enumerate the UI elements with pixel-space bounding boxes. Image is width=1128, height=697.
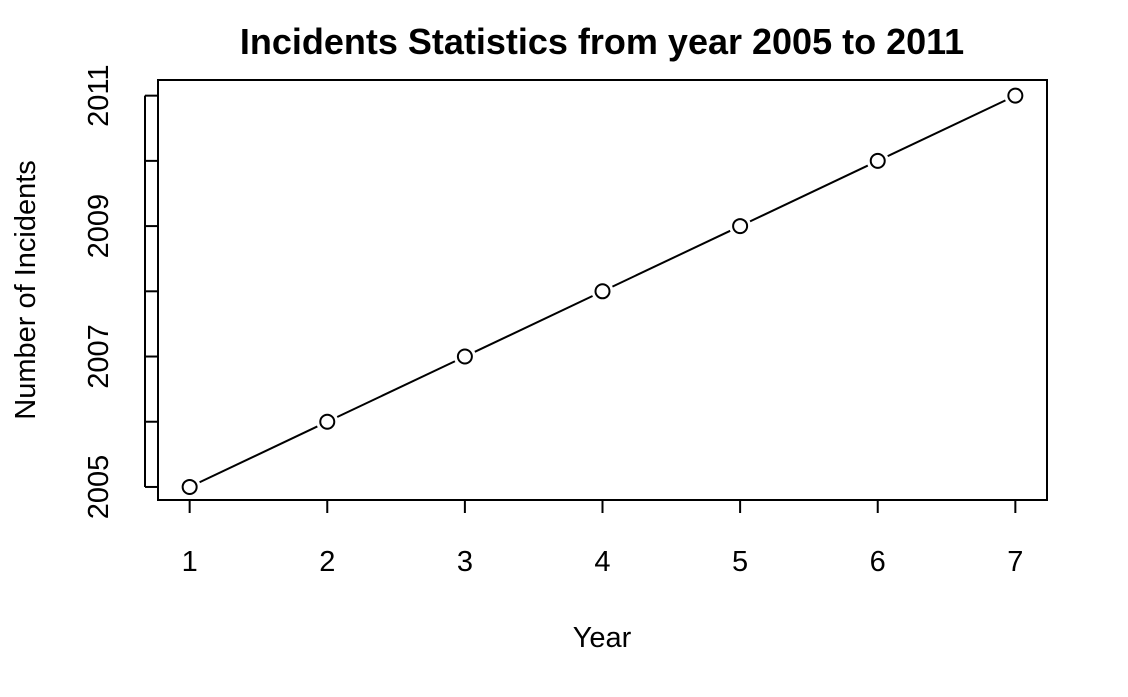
y-tick-label: 2005 — [83, 455, 115, 520]
x-tick-label: 7 — [1007, 546, 1023, 578]
series-line-segment — [612, 229, 731, 288]
x-tick-label: 5 — [732, 546, 748, 578]
series-line-segment — [336, 360, 456, 418]
data-point — [456, 348, 473, 365]
y-tick-label: 2007 — [83, 324, 115, 389]
chart-title: Incidents Statistics from year 2005 to 2… — [240, 21, 964, 62]
data-point — [319, 413, 336, 430]
data-point — [594, 283, 611, 300]
data-point — [869, 152, 886, 169]
data-point — [1007, 87, 1024, 104]
y-axis-label: Number of Incidents — [10, 160, 42, 420]
series-line-segment — [749, 164, 869, 223]
data-point — [732, 218, 749, 235]
x-tick-label: 6 — [870, 546, 886, 578]
x-axis-label: Year — [573, 622, 632, 654]
series-line-segment — [474, 295, 593, 353]
y-tick-label: 2011 — [83, 64, 115, 126]
x-tick-label: 1 — [182, 546, 198, 578]
x-tick-label: 4 — [594, 546, 610, 578]
y-tick-label: 2009 — [83, 194, 115, 259]
x-tick-label: 2 — [319, 546, 335, 578]
x-tick-label: 3 — [457, 546, 473, 578]
series-line-segment — [887, 99, 1006, 158]
y-axis: 2005 2007 2009 2011 — [83, 64, 158, 519]
series-layer — [181, 87, 1024, 495]
series-line-segment — [199, 425, 318, 484]
data-point — [181, 478, 198, 495]
x-axis: 1 2 3 4 5 6 7 — [182, 499, 1023, 578]
